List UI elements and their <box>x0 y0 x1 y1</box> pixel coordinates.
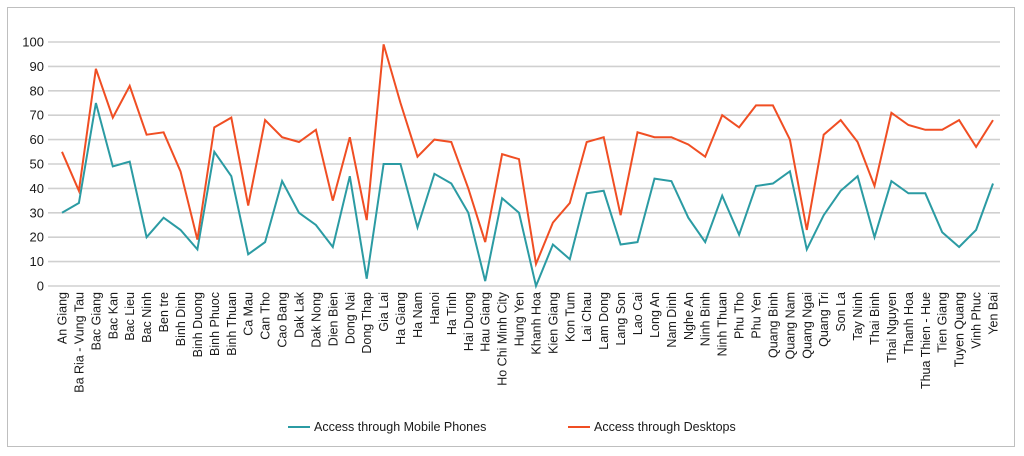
x-tick-label: Quang Ngai <box>800 292 814 359</box>
x-tick-label: Ninh Binh <box>699 292 713 346</box>
x-tick-label: Lao Cai <box>631 292 645 335</box>
x-tick-label: Binh Phuoc <box>208 292 222 356</box>
x-tick-label: Hau Giang <box>479 292 493 352</box>
x-tick-label: Thai Nguyen <box>885 292 899 363</box>
x-tick-label: Lang Son <box>614 292 628 346</box>
x-tick-label: Quang Tri <box>817 292 831 347</box>
y-tick-label: 30 <box>30 205 44 220</box>
x-tick-label: An Giang <box>56 292 70 344</box>
x-tick-label: Bac Kan <box>106 292 120 339</box>
y-tick-label: 60 <box>30 132 44 147</box>
x-tick-label: Hung Yen <box>513 292 527 346</box>
x-tick-label: Kien Giang <box>546 292 560 354</box>
x-tick-label: Dak Lak <box>292 291 306 338</box>
x-tick-label: Dong Thap <box>360 292 374 354</box>
y-tick-label: 40 <box>30 181 44 196</box>
y-tick-label: 20 <box>30 230 44 245</box>
x-tick-label: Ba Ria - Vung Tau <box>72 292 86 393</box>
y-tick-label: 50 <box>30 157 44 172</box>
x-tick-label: Dong Nai <box>343 292 357 344</box>
y-axis-ticks: 0 10 20 30 40 50 60 70 80 90 100 <box>22 35 44 294</box>
x-tick-label: Ca Mau <box>242 292 256 336</box>
x-tick-label: Nghe An <box>682 292 696 340</box>
y-tick-label: 90 <box>30 59 44 74</box>
x-tick-label: Ha Giang <box>394 292 408 345</box>
x-tick-label: Lai Chau <box>580 292 594 342</box>
x-tick-label: Tay Ninh <box>851 292 865 341</box>
x-tick-label: Can Tho <box>259 292 273 340</box>
x-tick-label: Phu Tho <box>733 292 747 339</box>
x-tick-label: Phu Yen <box>750 292 764 339</box>
x-tick-label: Bac Giang <box>89 292 103 350</box>
y-tick-label: 0 <box>37 279 44 294</box>
x-tick-label: Kon Tum <box>563 292 577 342</box>
x-tick-label: Ninh Thuan <box>716 292 730 356</box>
x-tick-label: Quang Nam <box>783 292 797 359</box>
chart-frame <box>7 7 1015 447</box>
x-tick-label: Ben tre <box>157 292 171 332</box>
y-tick-label: 80 <box>30 83 44 98</box>
x-axis-ticks: An Giang Ba Ria - Vung Tau Bac Giang Bac Ka… <box>56 291 1001 393</box>
x-tick-label: Thanh Hoa <box>902 292 916 354</box>
x-tick-label: Bac Lieu <box>123 292 137 341</box>
x-tick-label: Nam Dinh <box>665 292 679 348</box>
x-tick-label: Son La <box>834 292 848 332</box>
x-tick-label: Thua Thien - Hue <box>919 292 933 389</box>
x-tick-label: Tuyen Quang <box>953 292 967 367</box>
x-tick-label: Long An <box>648 292 662 338</box>
x-tick-label: Ho Chi Minh City <box>496 291 510 386</box>
y-tick-label: 10 <box>30 254 44 269</box>
series-line-mobile <box>61 102 994 290</box>
x-tick-label: Binh Dinh <box>174 292 188 346</box>
x-tick-label: Dak Nong <box>309 292 323 348</box>
x-tick-label: Lam Dong <box>597 292 611 350</box>
x-tick-label: Tien Giang <box>936 292 950 353</box>
legend-label: Access through Mobile Phones <box>314 420 486 434</box>
x-tick-label: Hai Duong <box>462 292 476 351</box>
x-tick-label: Cao Bang <box>276 292 290 348</box>
x-tick-label: Gia Lai <box>377 292 391 332</box>
series-lines <box>61 44 994 290</box>
x-tick-label: Quang Binh <box>766 292 780 358</box>
x-tick-label: Ha Nam <box>411 292 425 338</box>
x-tick-label: Khanh Hoa <box>529 292 543 355</box>
y-tick-label: 70 <box>30 108 44 123</box>
x-tick-label: Binh Duong <box>191 292 205 357</box>
x-tick-label: Ha Tinh <box>445 292 459 335</box>
x-tick-label: Thai Binh <box>868 292 882 345</box>
x-tick-label: Dien Bien <box>326 292 340 346</box>
x-tick-label: Vinh Phuc <box>970 292 984 349</box>
x-tick-label: Bac Ninh <box>140 292 154 343</box>
legend-label: Access through Desktops <box>594 420 736 434</box>
legend: Access through Mobile Phones Access throu… <box>288 420 736 434</box>
gridlines <box>48 41 1000 287</box>
x-tick-label: Binh Thuan <box>225 292 239 356</box>
x-tick-label: Yen Bai <box>987 292 1001 335</box>
x-tick-label: Hanoi <box>428 292 442 325</box>
y-tick-label: 100 <box>22 35 44 50</box>
series-line-desktop <box>61 44 994 268</box>
